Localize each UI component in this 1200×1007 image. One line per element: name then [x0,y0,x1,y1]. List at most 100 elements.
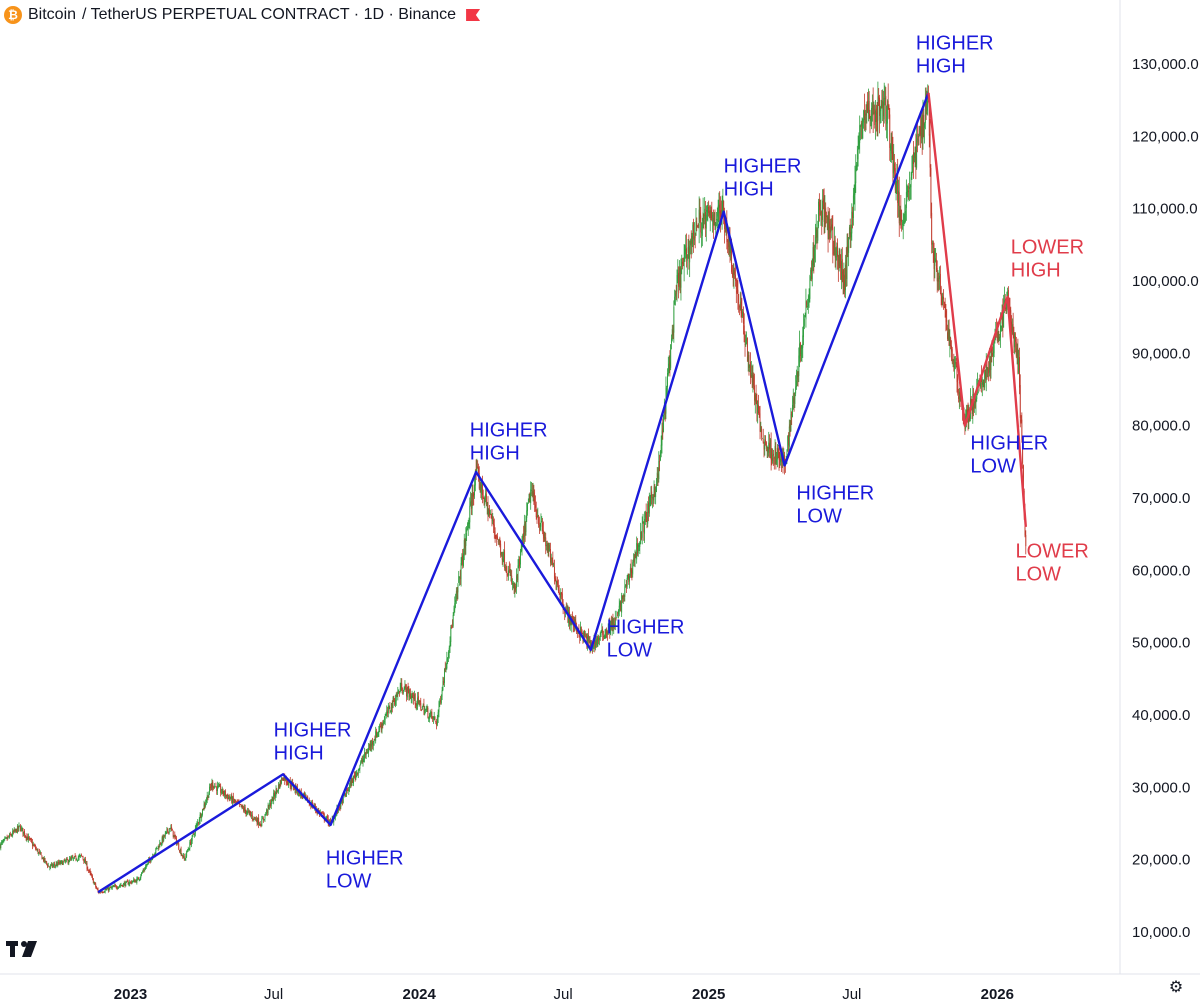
candle-body [126,881,127,883]
candle-body [878,95,880,100]
candle-body [744,344,746,345]
candle-body [523,523,525,537]
candle-body [490,513,492,519]
candle-body [64,860,66,862]
candle-body [436,716,438,725]
candle-body [717,205,719,217]
candle-body [47,865,49,867]
candle-body [434,716,436,721]
candle-body [255,818,256,820]
candle-body [676,275,678,292]
candle-body [543,534,545,539]
candle-body [745,340,747,345]
candle-body [230,795,232,799]
candle-body [948,328,950,346]
candle-body [207,795,209,799]
candle-body [729,235,731,253]
candle-body [45,861,47,862]
tradingview-logo-icon[interactable] [6,938,42,960]
candle-body [130,881,131,883]
candle-body [514,588,516,591]
candle-body [999,337,1001,341]
candle-body [281,778,283,784]
candle-body [901,224,903,225]
candle-body [42,857,44,859]
candle-body [476,467,478,474]
candle-body [422,705,424,706]
y-tick-label: 110,000.0 [1132,201,1198,218]
candle-body [165,831,167,834]
candle-body [379,725,381,731]
candle-body [867,102,869,114]
candle-body [88,870,90,871]
candle-body [142,870,144,872]
candle-body [711,214,713,221]
x-axis[interactable]: 2023 Jul 2024 Jul 2025 Jul 2026 [0,973,1200,1003]
candle-body [28,836,30,839]
candle-body [410,693,411,699]
candle-body [62,861,63,865]
candle-body [205,799,207,802]
candle-body [184,858,186,860]
candle-body [754,385,755,401]
candle-body [444,668,445,683]
candle-body [340,799,342,807]
candle-body [989,359,991,371]
flag-icon[interactable] [466,9,481,21]
candle-body [459,577,461,580]
candle-body [596,638,598,645]
candle-body [78,856,80,858]
candle-body [947,332,948,339]
candle-body [842,271,844,289]
candle-body [838,250,840,266]
candle-body [990,348,992,370]
candle-body [689,245,691,263]
candle-body [389,707,391,711]
y-axis[interactable]: 10,000.0 20,000.0 30,000.0 40,000.0 50,000.0… [1119,0,1199,974]
candle-body [510,575,512,577]
candle-body [603,636,604,637]
candle-body [27,836,29,841]
settings-gear-icon[interactable]: ⚙ [1168,979,1184,996]
candle-body [992,351,994,357]
candle-body [160,843,162,845]
candle-body [493,519,494,526]
candle-body [190,840,192,845]
candle-body [631,569,633,573]
candle-body [251,815,252,816]
candle-body [988,359,990,373]
candle-body [659,460,661,462]
candle-body [1020,420,1022,422]
candle-body [926,100,928,111]
candle-body [841,261,842,280]
candle-body [680,268,682,288]
candle-body [690,240,691,246]
symbol-name[interactable]: Bitcoin [28,6,77,23]
candle-body [107,887,109,890]
candle-body [391,702,392,713]
candle-body [351,778,353,786]
candle-body [431,711,433,717]
x-tick-label: Jul [264,986,283,1003]
annotation-line: HIGHER [607,616,685,638]
candle-body [1000,325,1001,338]
candle-body [702,212,704,222]
candle-body [18,825,20,829]
candle-body [594,639,596,647]
candle-body [50,863,52,865]
candle-body [432,717,434,720]
y-tick-label: 100,000.0 [1132,273,1199,290]
candle-body [442,681,444,691]
candle-body [943,301,945,303]
candle-body [149,860,151,862]
candle-body [305,794,307,797]
candle-body [105,889,107,891]
candle-body [701,232,702,234]
candle-body [440,697,442,704]
candle-body [407,686,409,691]
candle-body [897,174,899,203]
candle-body [709,209,711,218]
candle-body [364,752,366,756]
candle-body [516,575,517,589]
